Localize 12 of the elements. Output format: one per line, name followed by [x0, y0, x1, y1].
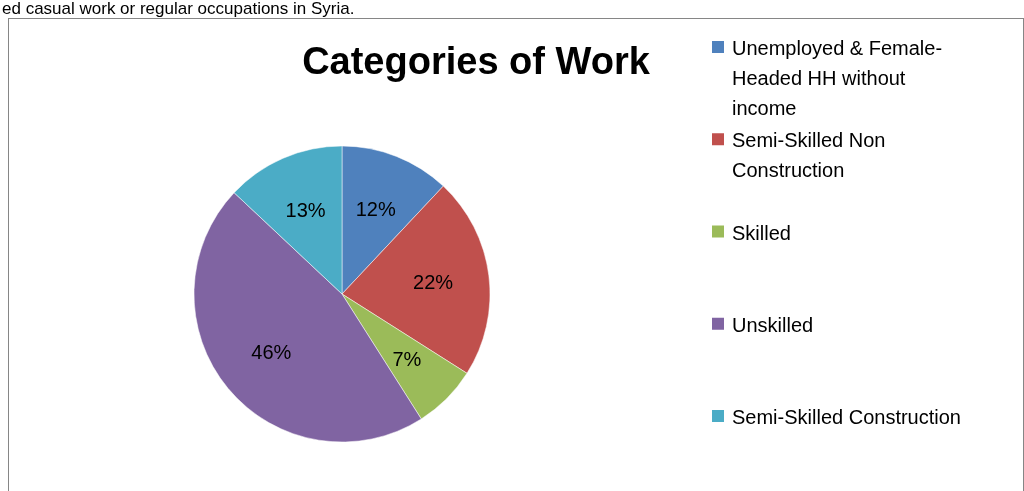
legend-label: Unemployed & Female-Headed HH without income: [732, 37, 943, 119]
data-label: 46%: [251, 341, 292, 364]
data-label: 22%: [413, 271, 454, 294]
chart-title: Categories of Work: [302, 40, 651, 82]
legend-label: Semi-Skilled Construction: [732, 406, 961, 428]
legend-label: Unskilled: [732, 313, 814, 336]
legend-label: Semi-Skilled Non Construction: [732, 129, 886, 182]
data-label: 7%: [392, 347, 422, 370]
text: ed casual work or regular occupations in Syria.: [2, 0, 355, 18]
data-label: 12%: [355, 197, 397, 220]
data-label: 13%: [285, 198, 326, 221]
legend-label: Skilled: [732, 221, 791, 244]
